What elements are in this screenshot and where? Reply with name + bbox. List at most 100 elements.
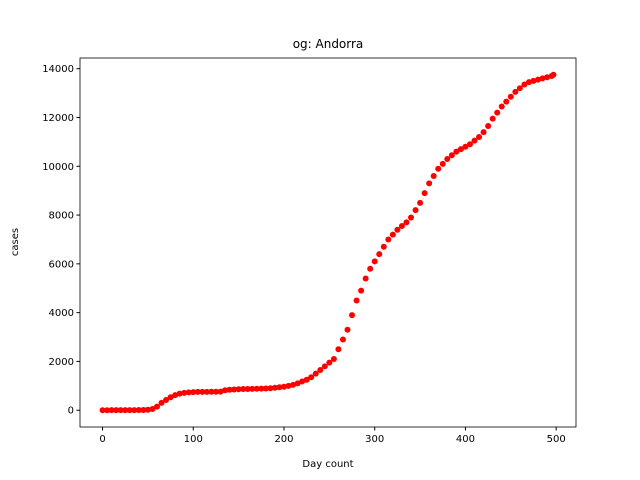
point [181, 389, 188, 396]
point [530, 77, 537, 84]
point [550, 71, 557, 78]
point [140, 406, 147, 413]
point [271, 384, 278, 391]
point [280, 383, 287, 390]
point [430, 173, 437, 180]
x-tick-label: 400 [456, 434, 475, 445]
y-tick-label: 0 [68, 406, 74, 417]
point [521, 81, 528, 88]
point [135, 407, 142, 414]
point [439, 160, 446, 167]
x-tick-label: 300 [365, 434, 384, 445]
y-tick-label: 4000 [49, 308, 74, 319]
point [385, 236, 392, 243]
point [544, 74, 551, 81]
point [389, 231, 396, 238]
point [339, 336, 346, 343]
point [131, 407, 138, 414]
point [321, 363, 328, 370]
point [231, 386, 238, 393]
chart-title: og: Andorra [293, 37, 364, 51]
point [412, 207, 419, 214]
point [158, 399, 165, 406]
point [453, 148, 460, 155]
point [485, 123, 492, 130]
point [376, 251, 383, 258]
point [144, 406, 151, 413]
point [466, 141, 473, 148]
point [108, 407, 115, 414]
point [153, 403, 160, 410]
point [535, 76, 542, 83]
plot-frame [79, 57, 577, 428]
point [167, 394, 174, 401]
point [199, 388, 206, 395]
point [476, 133, 483, 140]
point [358, 287, 365, 294]
point [353, 297, 360, 304]
point [194, 388, 201, 395]
point [235, 386, 242, 393]
point [276, 384, 283, 391]
x-tick-label: 0 [99, 434, 105, 445]
y-tick-label: 2000 [49, 357, 74, 368]
point [308, 374, 315, 381]
point [335, 346, 342, 353]
point [516, 85, 523, 92]
point [494, 109, 501, 116]
x-tick-label: 100 [184, 434, 203, 445]
point [362, 275, 369, 282]
point [290, 381, 297, 388]
point [190, 389, 197, 396]
point [326, 359, 333, 366]
y-axis-label: cases [10, 228, 21, 256]
point [349, 312, 356, 319]
point [408, 214, 415, 221]
point [512, 88, 519, 95]
point [185, 389, 192, 396]
point [226, 386, 233, 393]
point [262, 385, 269, 392]
point [285, 382, 292, 389]
point [471, 137, 478, 144]
point [312, 370, 319, 377]
point [299, 378, 306, 385]
point [208, 388, 215, 395]
point [380, 243, 387, 250]
point [498, 103, 505, 110]
point [117, 407, 124, 414]
point [149, 406, 156, 413]
point [267, 385, 274, 392]
point [253, 385, 260, 392]
point [462, 143, 469, 150]
point [344, 326, 351, 333]
point [539, 75, 546, 82]
y-tick-label: 6000 [49, 259, 74, 270]
point [480, 129, 487, 136]
point [113, 407, 120, 414]
point [444, 155, 451, 162]
point [448, 152, 455, 159]
point [294, 380, 301, 387]
point [394, 226, 401, 233]
point [507, 93, 514, 100]
point [104, 407, 111, 414]
point [249, 385, 256, 392]
point [217, 388, 224, 395]
point [371, 258, 378, 265]
point [99, 407, 106, 414]
y-tick-label: 12000 [42, 113, 74, 124]
x-tick-label: 500 [547, 434, 566, 445]
point [122, 407, 129, 414]
point [203, 388, 210, 395]
point [367, 265, 374, 272]
y-tick-label: 14000 [42, 64, 74, 75]
point [303, 376, 310, 383]
point [457, 146, 464, 153]
point [417, 199, 424, 206]
point [421, 190, 428, 197]
point [176, 390, 183, 397]
point [489, 115, 496, 122]
point [172, 392, 179, 399]
